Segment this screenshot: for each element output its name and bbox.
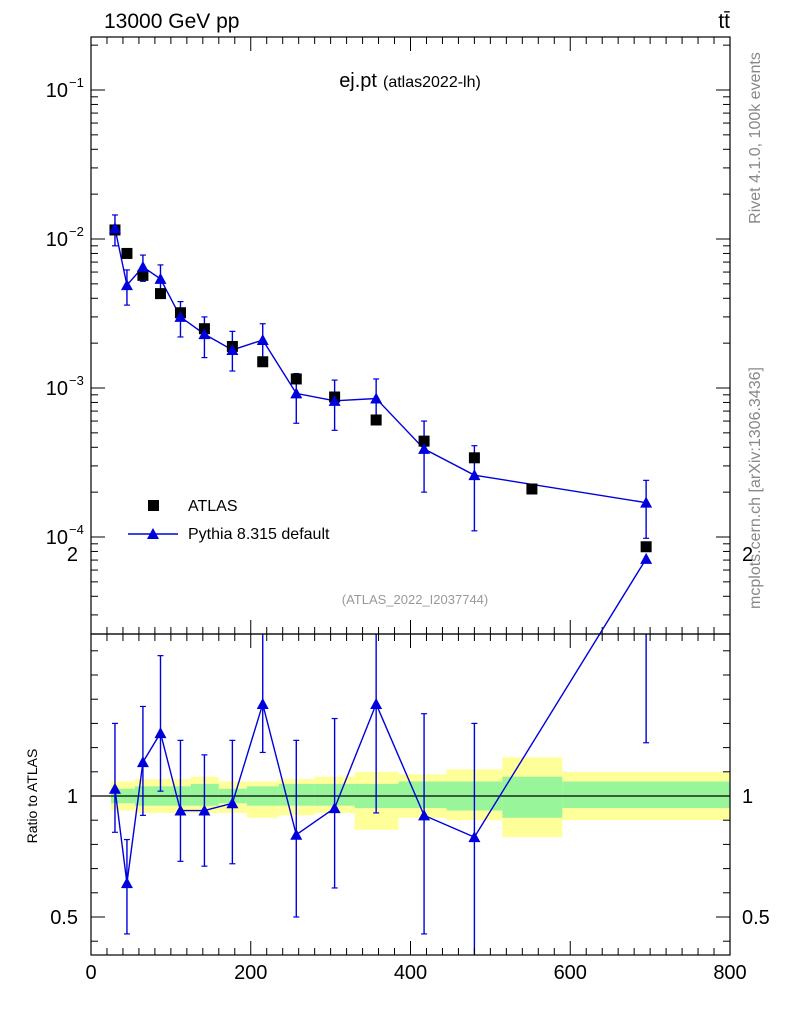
ratio-ytick-label-right-0: 0.5 [742, 907, 770, 929]
legend: ATLAS Pythia 8.315 default [128, 498, 330, 543]
main-panel-frame [90, 36, 731, 635]
main-ytick-label-3: 10 [46, 80, 68, 102]
main-series-layer [108, 214, 653, 553]
legend-atlas-marker [148, 500, 159, 511]
main-ytick-exponent-1: −3 [69, 373, 84, 388]
pythia-ratio-point-0 [108, 782, 121, 794]
pythia-point-5 [198, 328, 211, 340]
ratio-axis-ticks: 0.5 0.5 1 1 2 2 [50, 544, 770, 955]
atlas-point-10 [370, 414, 382, 426]
pythia-ratio-point-10 [370, 698, 383, 710]
ratio-ytick-label-left-2: 2 [67, 544, 78, 566]
pythia-point-10 [370, 392, 383, 404]
atlas-point-8 [290, 373, 302, 385]
chart-subtitle: (atlas2022-lh) [383, 74, 481, 91]
pythia-ratio-point-1 [120, 877, 133, 889]
atlas-point-11 [418, 435, 430, 447]
pythia-point-8 [290, 387, 303, 399]
pythia-ratio-point-4 [174, 804, 187, 816]
pythia-point-11 [418, 442, 431, 454]
ratio-band-inner-11 [398, 781, 447, 809]
ratio-band-inner-13 [502, 776, 563, 818]
pythia-ratio-point-13 [640, 552, 653, 564]
pythia-point-2 [136, 260, 149, 272]
atlas-point-7 [257, 356, 269, 368]
x-tick-label-1: 200 [234, 962, 267, 984]
pythia-point-3 [154, 272, 167, 284]
pythia-ratio-point-8 [290, 828, 303, 840]
main-panel: 10−410−310−210−1 ej.pt (atlas2022-lh) (A… [46, 36, 731, 635]
main-axis-ticks: 10−410−310−210−1 [46, 37, 731, 634]
pythia-ratio-point-7 [256, 698, 269, 710]
main-ytick-label-1: 10 [46, 378, 68, 400]
main-ytick-label-2: 10 [46, 229, 68, 251]
pythia-ratio-line [114, 558, 647, 884]
pythia-point-1 [120, 279, 133, 291]
pythia-ratio-point-2 [136, 756, 149, 768]
header-process-label: tt̄ [718, 10, 730, 33]
mcplots-reference-label: mcplots.cern.ch [arXiv:1306.3436] [747, 367, 764, 609]
atlas-point-3 [154, 288, 166, 300]
header-energy-label: 13000 GeV pp [104, 10, 239, 33]
pythia-ratio-point-12 [468, 831, 481, 843]
ratio-ytick-label-right-2: 2 [742, 544, 753, 566]
atlas-point-2 [137, 269, 149, 281]
atlas-point-13 [526, 483, 538, 495]
ratio-panel-frame [90, 633, 731, 956]
legend-pythia-label: Pythia 8.315 default [188, 526, 330, 543]
pythia-line [114, 228, 647, 504]
legend-pythia-marker [147, 528, 159, 539]
ratio-series-layer [108, 552, 653, 955]
legend-atlas-label: ATLAS [188, 498, 238, 515]
pythia-ratio-point-11 [418, 809, 431, 821]
pythia-ratio-point-5 [198, 804, 211, 816]
pythia-ratio-point-6 [226, 797, 239, 809]
ratio-ytick-label-left-1: 1 [67, 786, 78, 808]
ratio-band-inner-14 [562, 781, 730, 809]
x-tick-label-2: 400 [394, 962, 427, 984]
pythia-ratio-point-3 [154, 727, 167, 739]
ratio-panel: 0.5 0.5 1 1 2 2 Ratio to ATLAS [24, 544, 770, 956]
x-tick-label-3: 600 [554, 962, 587, 984]
atlas-point-12 [468, 452, 480, 464]
ratio-axis-label: Ratio to ATLAS [24, 749, 40, 844]
x-axis-tick-labels: 0 200 400 600 800 [85, 962, 746, 984]
pythia-point-0 [108, 222, 121, 234]
main-ytick-exponent-3: −1 [69, 75, 84, 90]
x-tick-label-0: 0 [85, 962, 96, 984]
pythia-point-9 [328, 394, 341, 406]
main-ytick-exponent-0: −4 [69, 522, 84, 537]
pythia-point-4 [174, 310, 187, 322]
ratio-ytick-label-left-0: 0.5 [50, 907, 78, 929]
pythia-point-6 [226, 343, 239, 355]
pythia-point-12 [468, 469, 481, 481]
analysis-id-label: (ATLAS_2022_I2037744) [342, 592, 488, 607]
pythia-point-7 [256, 333, 269, 345]
chart-title: ej.pt [339, 70, 377, 92]
pythia-ratio-point-9 [328, 802, 341, 814]
main-ytick-label-0: 10 [46, 527, 68, 549]
main-ytick-exponent-2: −2 [69, 224, 84, 239]
atlas-point-14 [640, 541, 652, 553]
ratio-ytick-label-right-1: 1 [742, 786, 753, 808]
atlas-point-1 [121, 247, 133, 259]
rivet-version-label: Rivet 4.1.0, 100k events [747, 52, 764, 224]
pythia-point-13 [640, 496, 653, 508]
x-tick-label-4: 800 [713, 962, 746, 984]
